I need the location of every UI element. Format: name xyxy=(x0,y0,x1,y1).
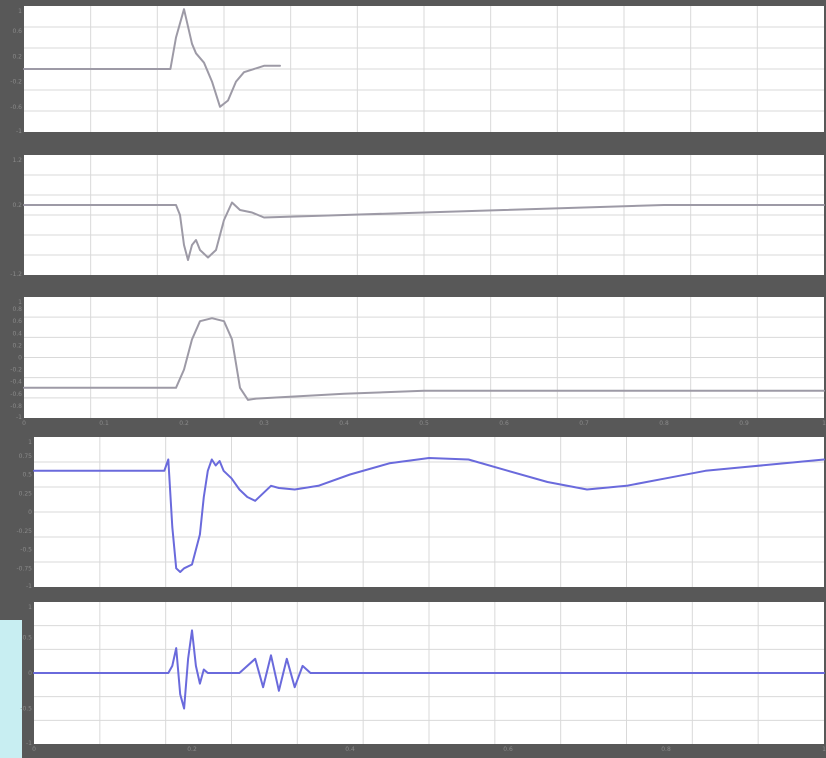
y-tick-label: -1 xyxy=(26,583,32,590)
y-tick-label: -0.2 xyxy=(10,367,22,374)
y-tick-label: 1.2 xyxy=(12,157,22,164)
y-tick-label: 0.2 xyxy=(12,342,22,349)
y-tick-label: -0.75 xyxy=(16,565,32,572)
x-tick-label: 0.7 xyxy=(579,420,589,427)
y-tick-label: -1 xyxy=(16,414,22,421)
y-tick-label: 0 xyxy=(28,509,32,516)
series-line-1 xyxy=(23,201,825,261)
y-tick-label: 0.5 xyxy=(22,472,32,479)
x-tick-label: 0.4 xyxy=(345,746,355,753)
scope-panels: -1 -0.6 -0.2 0.2 0.6 1 -1.2 0.2 1.2 -1 -0.8 -0.6 -0.… xyxy=(10,6,826,753)
x-tick-label: 1 xyxy=(822,420,826,427)
x-tick-label: 0.8 xyxy=(659,420,669,427)
x-tick-label: 0.2 xyxy=(179,420,189,427)
scope-panel-3: -1-0.8-0.6-0.4-0.200.20.40.60.810 0.1 0.2 0… xyxy=(10,297,826,427)
x-tick-label: 0.1 xyxy=(99,420,109,427)
series-line-1 xyxy=(33,629,825,710)
x-tick-label: 0.4 xyxy=(339,420,349,427)
y-tick-label: 0.25 xyxy=(19,490,33,497)
x-tick-label: 0.6 xyxy=(499,420,509,427)
y-tick-label: 1 xyxy=(18,299,22,306)
y-tick-label: -1 xyxy=(16,128,22,135)
y-tick-label: 0.8 xyxy=(12,306,22,313)
series-line-1 xyxy=(23,8,281,108)
frame-lower-left xyxy=(0,428,22,620)
y-tick-label: -0.4 xyxy=(10,379,22,386)
scope-panel-1: -1 -0.6 -0.2 0.2 0.6 1 xyxy=(10,6,824,135)
x-tick-label: 0 xyxy=(32,746,36,753)
x-tick-label: 0.3 xyxy=(259,420,269,427)
x-tick-label: 0 xyxy=(22,420,26,427)
x-tick-label: 1 xyxy=(822,746,826,753)
scope-panel-2: -1.2 0.2 1.2 xyxy=(10,155,825,278)
y-tick-label: 0.75 xyxy=(19,453,33,460)
y-tick-label: 1 xyxy=(28,604,32,611)
y-tick-label: 0.6 xyxy=(12,318,22,325)
y-tick-label: -0.8 xyxy=(10,403,22,410)
series-line-1 xyxy=(33,457,825,573)
x-tick-label: 0.8 xyxy=(661,746,671,753)
x-tick-label: 0.6 xyxy=(503,746,513,753)
x-tick-label: 0.2 xyxy=(187,746,197,753)
y-tick-label: 0.6 xyxy=(12,28,22,35)
y-tick-label: -1.2 xyxy=(10,271,22,278)
y-tick-label: 0 xyxy=(28,670,32,677)
y-tick-label: 0.2 xyxy=(12,202,22,209)
y-tick-label: -0.25 xyxy=(16,528,32,535)
y-tick-label: 0.4 xyxy=(12,330,22,337)
scope-panel-4: -1 -0.75 -0.5 -0.25 0 0.25 0.5 0.75 1 xyxy=(16,437,825,590)
y-tick-label: -0.5 xyxy=(20,706,32,713)
y-tick-label: 1 xyxy=(28,439,32,446)
y-tick-label: 0.2 xyxy=(12,53,22,60)
y-tick-label: 1 xyxy=(18,8,22,15)
y-tick-label: -1 xyxy=(26,740,32,747)
y-tick-label: 0.5 xyxy=(22,635,32,642)
y-tick-label: 0 xyxy=(18,355,22,362)
y-tick-label: -0.6 xyxy=(10,391,22,398)
y-tick-label: -0.6 xyxy=(10,104,22,111)
y-tick-label: -0.2 xyxy=(10,79,22,86)
y-tick-label: -0.5 xyxy=(20,547,32,554)
left-edge-accent xyxy=(0,620,22,758)
x-tick-label: 0.9 xyxy=(739,420,749,427)
scope-panel-5: -1 -0.5 0 0.5 1 0 0.2 0.4 0.6 0.8 1 xyxy=(20,602,826,753)
x-tick-label: 0.5 xyxy=(419,420,429,427)
series-line-1 xyxy=(23,317,825,401)
